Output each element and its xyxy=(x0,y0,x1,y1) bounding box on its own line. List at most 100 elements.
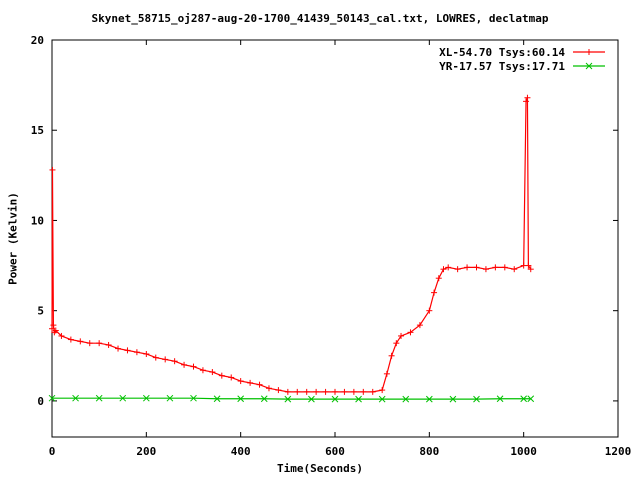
legend-marker-2 xyxy=(585,62,593,70)
series-2-point xyxy=(284,395,292,403)
series-line-1 xyxy=(51,97,532,393)
series-1-point xyxy=(96,340,103,347)
series-1-point xyxy=(105,341,112,348)
series-1-point xyxy=(332,388,338,395)
series-1-point xyxy=(313,388,320,395)
x-tick-label: 200 xyxy=(136,445,156,458)
series-1-point xyxy=(524,94,531,101)
series-1-point xyxy=(407,329,414,336)
x-tick-label: 1200 xyxy=(605,445,632,458)
series-1-point xyxy=(237,378,244,385)
series-2-point xyxy=(213,395,221,403)
series-1-point xyxy=(265,385,272,392)
x-tick-label: 600 xyxy=(325,445,345,458)
series-1-point xyxy=(49,166,56,173)
legend-label-1: XL-54.70 Tsys:60.14 xyxy=(439,46,565,59)
series-1-point xyxy=(322,388,329,395)
series-1-point xyxy=(393,340,400,347)
series-1-point xyxy=(435,275,442,282)
series-2-point xyxy=(425,395,433,403)
series-1-point xyxy=(162,356,169,363)
series-1-point xyxy=(247,379,254,386)
series-1-point xyxy=(523,98,530,105)
y-tick-label: 0 xyxy=(37,395,44,408)
series-1-point xyxy=(369,388,376,395)
series-2-point xyxy=(48,394,56,402)
series-2-point xyxy=(355,395,362,403)
series-1-point xyxy=(501,264,508,271)
series-2-point xyxy=(449,395,457,403)
series-1-point xyxy=(440,266,447,273)
legend-marker-1 xyxy=(586,49,592,55)
series-2-point xyxy=(260,395,268,403)
series-1-point xyxy=(50,322,57,329)
series-1-point xyxy=(58,332,65,339)
series-1-point xyxy=(284,388,291,395)
series-1-point xyxy=(115,345,122,352)
series-1-point xyxy=(416,322,423,329)
series-1-point xyxy=(383,370,390,377)
series-1-point xyxy=(77,338,84,345)
series-1-point xyxy=(199,367,206,374)
series-1-point xyxy=(275,387,282,394)
series-1-point xyxy=(426,307,433,314)
x-tick-label: 800 xyxy=(419,445,439,458)
series-2-point xyxy=(95,394,103,402)
series-1-point xyxy=(350,388,357,395)
series-2-point xyxy=(142,394,150,402)
series-1-point xyxy=(303,388,310,395)
series-1-point xyxy=(482,266,489,273)
series-2-point xyxy=(166,394,174,402)
y-tick-label: 20 xyxy=(31,34,44,47)
series-1-point xyxy=(152,354,159,361)
series-1-point xyxy=(454,266,461,273)
series-1-point xyxy=(218,372,225,379)
series-1-point xyxy=(398,332,405,339)
x-axis-label: Time(Seconds) xyxy=(276,462,364,475)
series-1-point xyxy=(52,327,59,334)
series-1-point xyxy=(143,350,150,357)
series-1-point xyxy=(181,361,188,368)
series-1-point xyxy=(133,349,140,356)
series-1-point xyxy=(86,340,93,347)
series-1-point xyxy=(228,374,235,381)
series-2-point xyxy=(331,395,339,403)
series-2-point xyxy=(237,395,245,403)
series-line-2 xyxy=(52,397,531,400)
x-tick-label: 0 xyxy=(49,445,56,458)
series-1-point xyxy=(525,262,532,269)
series-2-point xyxy=(496,395,504,403)
series-1-point xyxy=(492,264,499,271)
series-2-point xyxy=(190,394,197,402)
x-tick-label: 1000 xyxy=(510,445,537,458)
series-2-point xyxy=(119,394,127,402)
series-2-point xyxy=(473,395,480,403)
series-2-point xyxy=(402,395,410,403)
legend-label-2: YR-17.57 Tsys:17.71 xyxy=(439,60,565,73)
series-1-point xyxy=(464,264,471,271)
series-2-point xyxy=(308,395,315,403)
series-1-point xyxy=(341,388,348,395)
series-1-point xyxy=(445,264,452,271)
series-2-point xyxy=(72,394,79,402)
series-1-point xyxy=(511,266,518,273)
series-1-point xyxy=(171,358,178,365)
series-2-point xyxy=(520,395,528,403)
series-2-point xyxy=(527,395,535,403)
y-tick-label: 5 xyxy=(37,305,44,318)
y-tick-label: 15 xyxy=(31,124,44,137)
series-1-point xyxy=(388,352,395,359)
series-1-point xyxy=(49,325,55,332)
series-1-point xyxy=(67,336,74,343)
series-1-point xyxy=(256,381,263,388)
plot-frame xyxy=(51,39,619,438)
series-1-point xyxy=(294,388,301,395)
y-tick-label: 10 xyxy=(31,214,44,227)
series-1-point xyxy=(527,266,534,273)
series-1-point xyxy=(379,387,386,394)
series-1-point xyxy=(124,347,131,354)
x-tick-label: 400 xyxy=(231,445,251,458)
series-1-point xyxy=(431,289,438,296)
chart-title: Skynet_58715_oj287-aug-20-1700_41439_501… xyxy=(91,12,549,25)
